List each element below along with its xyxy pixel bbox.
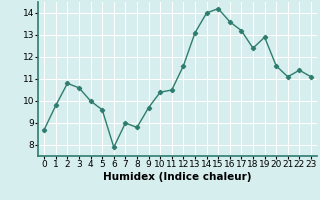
X-axis label: Humidex (Indice chaleur): Humidex (Indice chaleur) (103, 172, 252, 182)
